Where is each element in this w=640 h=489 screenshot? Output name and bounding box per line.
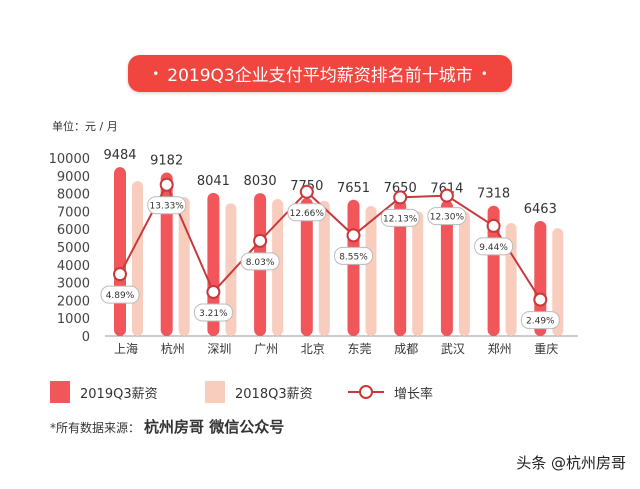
bar-2018 [552,228,564,336]
bar-value-label: 7318 [477,187,510,202]
x-tick-label: 东莞 [347,342,371,356]
growth-marker [346,228,361,243]
y-tick-label: 7000 [57,205,90,220]
y-tick-label: 4000 [57,259,90,274]
growth-label: 3.21% [199,309,228,319]
growth-label: 8.03% [246,258,275,268]
growth-label: 8.55% [339,252,368,262]
bar-2018 [412,211,424,336]
bar-value-label: 7650 [384,181,417,196]
bar-2019 [114,167,126,336]
growth-label-box [193,303,233,322]
bar-2019 [394,199,407,336]
unit-label: 单位：元 / 月 [52,120,118,133]
growth-marker [486,218,501,233]
bar-2018 [132,181,143,336]
legend-line-marker-icon [348,385,384,399]
bar-value-label: 9484 [103,148,136,163]
growth-label: 12.13% [383,214,418,224]
growth-label: 4.89% [106,291,135,301]
legend-label-2019: 2019Q3薪资 [80,386,158,402]
growth-label: 12.30% [430,213,465,223]
y-tick-label: 6000 [57,223,90,238]
legend-label-growth: 增长率 [394,386,434,402]
growth-marker [533,292,548,307]
legend-swatch-2018 [205,381,225,403]
x-tick-label: 郑州 [488,341,512,356]
bar-value-label: 6463 [524,202,557,217]
growth-label-box [380,208,420,227]
x-tick-label: 深圳 [207,342,231,356]
x-tick-label: 杭州 [161,341,185,356]
growth-marker [206,284,221,299]
y-tick-label: 5000 [57,241,90,256]
bar-2018 [318,200,330,336]
bar-2018 [458,211,470,336]
growth-marker [253,233,268,248]
y-tick-label: 2000 [57,294,90,309]
growth-marker [299,184,314,199]
bar-2018 [365,206,377,336]
chart-title: • 2019Q3企业支付平均薪资排名前十城市 • [128,55,512,92]
legend-label-2018: 2018Q3薪资 [235,386,313,402]
bar-2019 [300,198,313,336]
watermark: 头条 @杭州房哥 [516,454,626,472]
bar-value-label: 8030 [244,174,277,189]
growth-marker [159,177,174,192]
bar-value-label: 7651 [337,181,370,196]
data-source: *所有数据来源： 杭州房哥 微信公众号 [50,416,284,437]
growth-label: 9.44% [479,243,508,253]
bar-2018 [272,198,284,336]
source-name: 杭州房哥 微信公众号 [144,418,285,436]
bar-2019 [207,192,220,336]
bar-2019 [534,220,547,336]
legend-2019: 2019Q3薪资 [50,381,158,403]
growth-marker [393,190,408,205]
bar-2018 [225,203,237,336]
y-tick-label: 3000 [57,277,90,292]
growth-label: 13.33% [150,202,185,212]
growth-label-box [147,196,187,215]
legend-growth: 增长率 [348,381,433,403]
growth-label-box [474,237,514,256]
bar-2019 [347,199,360,336]
y-tick-label: 10000 [49,152,90,167]
chart-title-text: 2019Q3企业支付平均薪资排名前十城市 [167,66,473,86]
growth-label: 2.49% [526,317,555,327]
growth-label-box [100,285,140,304]
x-tick-label: 成都 [394,342,418,356]
bar-value-label: 8041 [197,174,230,189]
source-prefix: *所有数据来源： [50,421,141,435]
x-tick-label: 广州 [254,342,278,356]
bar-2019 [440,200,453,336]
growth-label-box [240,252,280,271]
legend-2018: 2018Q3薪资 [205,381,313,403]
bar-value-label: 9182 [150,154,183,169]
growth-label: 12.66% [290,209,325,219]
growth-label-box [427,207,467,226]
growth-label-box [287,203,327,222]
x-tick-label: 上海 [114,341,138,356]
x-tick-label: 重庆 [534,342,558,356]
y-tick-label: 8000 [57,188,90,203]
growth-marker [439,188,454,203]
growth-label-box [520,311,560,330]
y-tick-label: 0 [82,330,90,345]
growth-line [119,182,542,301]
growth-marker [113,267,127,282]
y-tick-label: 9000 [57,170,90,185]
growth-label-box [334,246,373,265]
x-tick-label: 北京 [301,342,325,356]
x-tick-label: 武汉 [441,342,465,356]
legend-swatch-2019 [50,381,70,403]
y-tick-label: 1000 [57,312,90,327]
